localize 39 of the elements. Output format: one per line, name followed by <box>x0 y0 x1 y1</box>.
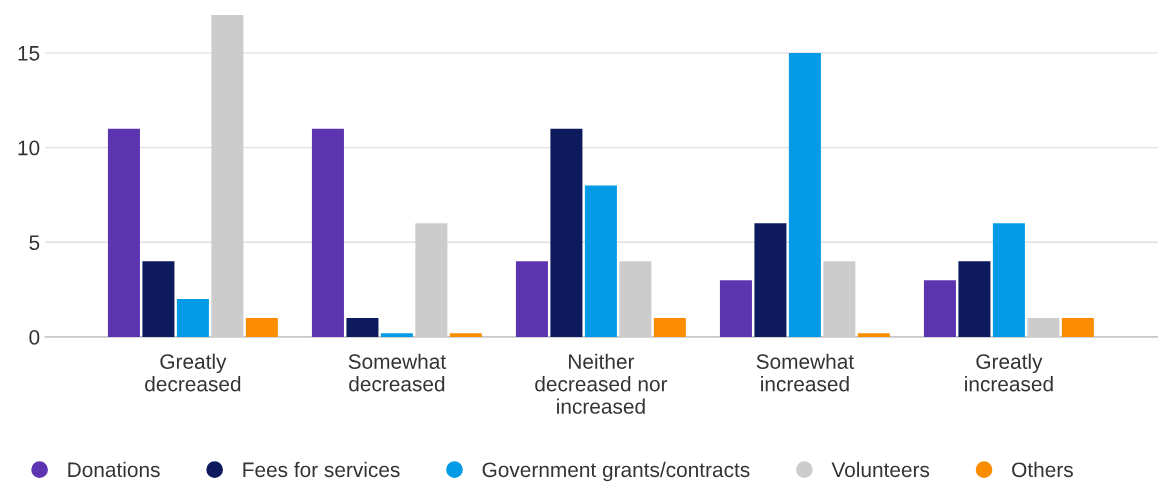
x-tick-label: Neither decreased nor increased <box>535 353 668 414</box>
x-tick-label: Greatly increased <box>965 353 1053 392</box>
x-tick-label: Greatly decreased <box>145 353 241 392</box>
legend-label: Fees for services <box>243 461 400 478</box>
y-tick-label: 15 <box>18 46 40 61</box>
legend-label: Donations <box>68 461 160 478</box>
legend-label: Others <box>1012 461 1073 478</box>
bar <box>380 333 413 337</box>
legend-label: Volunteers <box>831 461 930 478</box>
bar <box>107 128 140 337</box>
bar <box>857 333 890 337</box>
bar <box>823 261 856 337</box>
y-tick-label: 10 <box>18 140 40 156</box>
bar <box>1027 318 1060 337</box>
bar <box>788 52 821 337</box>
bar <box>719 280 752 337</box>
bar <box>992 223 1025 337</box>
bar <box>346 318 379 337</box>
bar <box>619 261 652 337</box>
y-tick-label: 5 <box>29 235 40 251</box>
legend-label: Government grants/contracts <box>482 461 750 482</box>
bar <box>311 128 344 337</box>
y-tick-label: 0 <box>29 330 40 345</box>
bar <box>245 318 278 337</box>
bar <box>415 223 448 337</box>
bar <box>754 223 787 337</box>
bar <box>142 261 175 337</box>
bar <box>449 333 482 337</box>
bar <box>584 185 617 337</box>
x-tick-label: Somewhat increased <box>756 353 854 392</box>
bar <box>923 280 956 337</box>
bar <box>1061 318 1094 337</box>
bar <box>211 15 244 337</box>
bar <box>958 261 991 337</box>
bar <box>515 261 548 337</box>
bar <box>550 128 583 337</box>
bar <box>653 318 686 337</box>
x-tick-label: Somewhat decreased <box>348 353 446 392</box>
bar <box>176 299 209 337</box>
